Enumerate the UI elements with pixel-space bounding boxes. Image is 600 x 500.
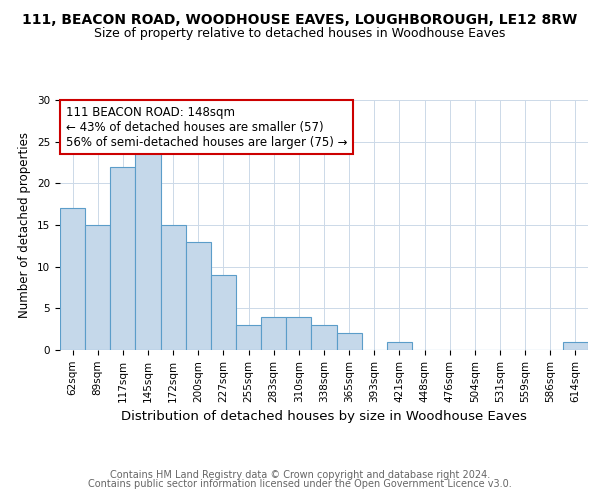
Bar bbox=[387, 342, 412, 350]
X-axis label: Distribution of detached houses by size in Woodhouse Eaves: Distribution of detached houses by size … bbox=[121, 410, 527, 423]
Text: Contains HM Land Registry data © Crown copyright and database right 2024.: Contains HM Land Registry data © Crown c… bbox=[110, 470, 490, 480]
Text: Contains public sector information licensed under the Open Government Licence v3: Contains public sector information licen… bbox=[88, 479, 512, 489]
Bar bbox=[161, 225, 186, 350]
Bar bbox=[286, 316, 311, 350]
Bar bbox=[60, 208, 85, 350]
Bar bbox=[85, 225, 110, 350]
Bar bbox=[211, 275, 236, 350]
Text: Size of property relative to detached houses in Woodhouse Eaves: Size of property relative to detached ho… bbox=[94, 28, 506, 40]
Bar bbox=[236, 325, 261, 350]
Bar bbox=[563, 342, 588, 350]
Bar bbox=[110, 166, 136, 350]
Y-axis label: Number of detached properties: Number of detached properties bbox=[19, 132, 31, 318]
Bar bbox=[136, 142, 161, 350]
Bar bbox=[186, 242, 211, 350]
Text: 111, BEACON ROAD, WOODHOUSE EAVES, LOUGHBOROUGH, LE12 8RW: 111, BEACON ROAD, WOODHOUSE EAVES, LOUGH… bbox=[22, 12, 578, 26]
Bar bbox=[337, 334, 362, 350]
Bar bbox=[311, 325, 337, 350]
Bar bbox=[261, 316, 286, 350]
Text: 111 BEACON ROAD: 148sqm
← 43% of detached houses are smaller (57)
56% of semi-de: 111 BEACON ROAD: 148sqm ← 43% of detache… bbox=[65, 106, 347, 148]
